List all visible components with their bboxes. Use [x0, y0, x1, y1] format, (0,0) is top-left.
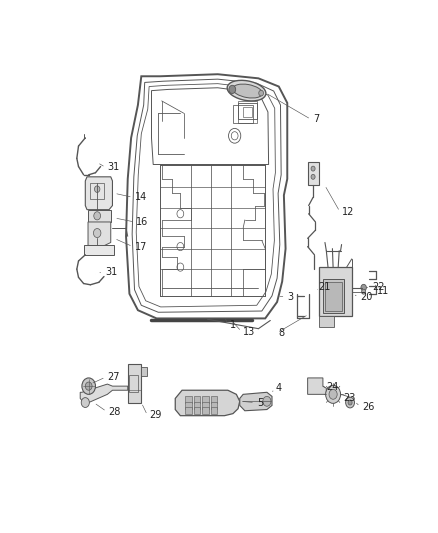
Text: 31: 31	[107, 163, 120, 172]
Text: 27: 27	[107, 372, 120, 382]
Circle shape	[259, 90, 264, 96]
Polygon shape	[85, 177, 113, 209]
Text: 29: 29	[149, 410, 162, 421]
Polygon shape	[319, 267, 352, 317]
Text: 28: 28	[108, 407, 121, 417]
Text: 31: 31	[105, 267, 117, 277]
Circle shape	[329, 390, 337, 399]
Bar	[238, 101, 257, 124]
Circle shape	[85, 382, 92, 390]
Polygon shape	[80, 384, 128, 402]
Bar	[238, 103, 257, 119]
Circle shape	[93, 229, 101, 238]
Bar	[211, 396, 217, 402]
Ellipse shape	[227, 80, 266, 101]
Text: 8: 8	[279, 328, 285, 338]
Circle shape	[311, 166, 315, 171]
Text: 5: 5	[257, 398, 263, 408]
Circle shape	[263, 397, 271, 406]
Text: 3: 3	[287, 292, 293, 302]
Bar	[194, 396, 200, 402]
Bar	[185, 402, 191, 409]
Text: 21: 21	[318, 282, 330, 292]
Bar	[130, 375, 138, 392]
Bar	[307, 163, 318, 185]
Text: 17: 17	[134, 241, 147, 252]
Text: 1: 1	[230, 320, 236, 329]
Text: 22: 22	[372, 282, 385, 292]
Circle shape	[361, 284, 366, 291]
Text: 24: 24	[326, 382, 339, 392]
Circle shape	[95, 186, 100, 192]
Bar	[211, 407, 217, 414]
Bar	[243, 107, 251, 117]
Bar	[202, 396, 208, 402]
Circle shape	[94, 212, 101, 220]
Circle shape	[346, 397, 354, 408]
Text: 13: 13	[243, 327, 255, 336]
Bar	[325, 282, 342, 311]
Text: 4: 4	[276, 383, 282, 393]
Circle shape	[362, 289, 366, 294]
Circle shape	[81, 398, 89, 407]
Bar	[141, 367, 147, 376]
Text: 12: 12	[342, 207, 354, 217]
Circle shape	[311, 174, 315, 179]
Ellipse shape	[233, 84, 262, 98]
Polygon shape	[240, 392, 272, 411]
Bar	[185, 396, 191, 402]
Circle shape	[348, 400, 352, 405]
Bar	[185, 407, 191, 414]
Bar	[202, 407, 208, 414]
Polygon shape	[88, 209, 111, 222]
Polygon shape	[84, 245, 114, 255]
Circle shape	[325, 385, 341, 403]
Polygon shape	[88, 222, 111, 247]
Circle shape	[82, 378, 95, 394]
Text: 7: 7	[313, 115, 319, 124]
Bar	[194, 407, 200, 414]
Text: 16: 16	[136, 217, 148, 227]
Bar	[128, 364, 141, 402]
Bar	[202, 402, 208, 409]
Text: 26: 26	[362, 402, 374, 411]
Bar	[194, 402, 200, 409]
Bar	[323, 279, 344, 313]
Bar	[211, 402, 217, 409]
Polygon shape	[307, 378, 326, 394]
Circle shape	[229, 85, 236, 93]
Bar	[90, 183, 104, 199]
Text: 14: 14	[134, 192, 147, 203]
Text: 11: 11	[377, 286, 389, 295]
Bar	[319, 317, 334, 327]
Text: 23: 23	[343, 393, 356, 403]
Bar	[233, 105, 253, 124]
Text: 20: 20	[360, 292, 373, 302]
Polygon shape	[175, 390, 240, 416]
